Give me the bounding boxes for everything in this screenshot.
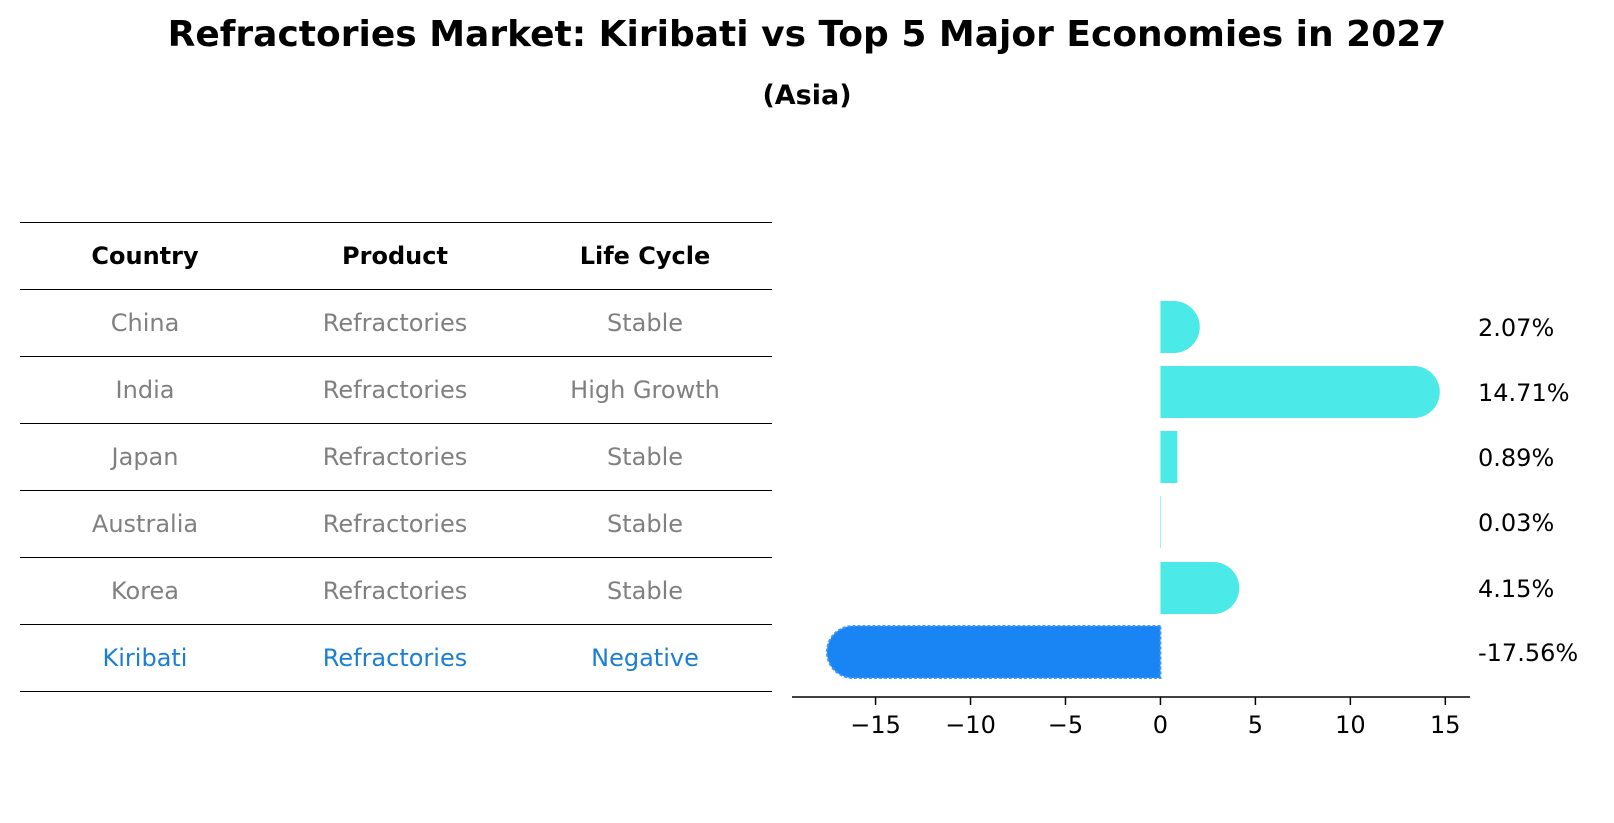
table-row: Australia Refractories Stable [20, 490, 772, 557]
data-label: 14.71% [1478, 379, 1570, 407]
cell-life-cycle: Stable [606, 510, 684, 538]
cell-product: Refractories [322, 376, 468, 404]
x-tick-label: −10 [945, 711, 996, 739]
data-label: 0.89% [1478, 444, 1554, 472]
cell-country: Australia [91, 510, 199, 538]
x-tick-label: 5 [1248, 711, 1263, 739]
cell-country: India [115, 376, 175, 404]
cell-life-cycle: Stable [606, 577, 684, 605]
chart-title: Refractories Market: Kiribati vs Top 5 M… [167, 14, 1447, 55]
cell-life-cycle: Stable [606, 309, 684, 337]
cell-life-cycle: Negative [591, 644, 699, 672]
market-table: Country Product Life Cycle China Refract… [20, 222, 772, 692]
x-tick-label: 15 [1430, 711, 1461, 739]
chart-subtitle: (Asia) [762, 80, 852, 111]
header-country: Country [91, 242, 199, 270]
x-tick-label: −5 [1048, 711, 1083, 739]
data-label: 0.03% [1478, 509, 1554, 537]
cell-country: Japan [111, 443, 179, 471]
cell-product: Refractories [322, 309, 468, 337]
header-product: Product [342, 242, 448, 270]
bar-kiribati [825, 625, 1162, 679]
header-life-cycle: Life Cycle [579, 242, 711, 270]
x-tick-label: 0 [1153, 711, 1168, 739]
cell-country: Kiribati [102, 644, 188, 672]
x-tick-label: −15 [850, 711, 901, 739]
bar-india [1160, 366, 1440, 418]
bar-korea [1160, 562, 1240, 614]
table-row: Japan Refractories Stable [20, 423, 772, 490]
cell-country: Korea [110, 577, 180, 605]
cell-product: Refractories [322, 577, 468, 605]
cell-country: China [110, 309, 180, 337]
table-row: Korea Refractories Stable [20, 557, 772, 624]
data-label: -17.56% [1478, 639, 1578, 667]
bar-china [1160, 301, 1200, 353]
cell-life-cycle: Stable [606, 443, 684, 471]
table-header-row: Country Product Life Cycle [20, 222, 772, 289]
cell-life-cycle: High Growth [570, 376, 720, 404]
data-label: 2.07% [1478, 314, 1554, 342]
cell-product: Refractories [322, 510, 468, 538]
x-tick-label: 10 [1335, 711, 1366, 739]
table-row: India Refractories High Growth [20, 356, 772, 423]
cell-product: Refractories [322, 644, 468, 672]
data-label: 4.15% [1478, 575, 1554, 603]
table-row: Kiribati Refractories Negative [20, 624, 772, 692]
bar-japan [1160, 431, 1178, 483]
bar-australia [1160, 496, 1162, 548]
table-row: China Refractories Stable [20, 289, 772, 356]
cell-product: Refractories [322, 443, 468, 471]
